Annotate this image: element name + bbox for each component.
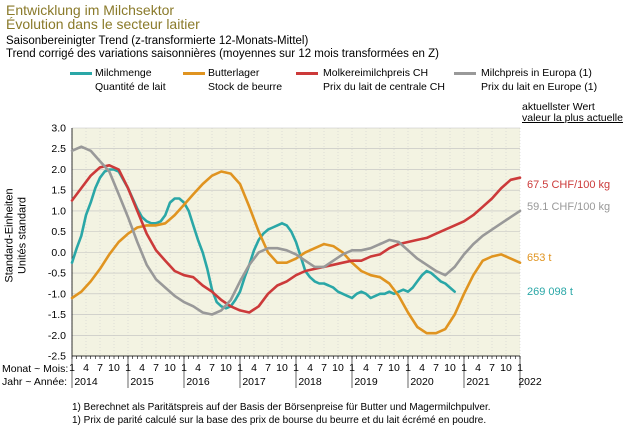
y-tick-label: -2.0: [48, 330, 66, 342]
y-tick-label: 0.0: [51, 247, 66, 259]
legend-swatch-milchpreis-europa: [454, 72, 476, 75]
x-year-tick-label: 2018: [298, 376, 322, 388]
x-year-tick-label: 2021: [466, 376, 490, 388]
x-month-tick-label: 4: [139, 362, 145, 374]
y-tick-label: 1.0: [51, 205, 66, 217]
end-label-butterlager: 653 t: [527, 252, 552, 264]
footnote-fr: 1) Prix de parité calculé sur la base de…: [72, 415, 487, 426]
series-line-milchpreis-in-europa-1: [70, 145, 522, 316]
legend-label-butterlager-fr: Stock de beurre: [208, 81, 283, 93]
y-tick-label: 2.5: [51, 143, 66, 155]
x-month-tick-label: 7: [433, 362, 439, 374]
x-month-tick-label: 10: [444, 362, 456, 374]
legend-label-milchmenge-de: Milchmenge: [95, 67, 152, 79]
y-tick-label: 2.0: [51, 164, 66, 176]
x-month-tick-label: 4: [251, 362, 257, 374]
series-line-butterlager: [70, 170, 522, 335]
x-month-tick-label: 4: [363, 362, 369, 374]
x-month-tick-label: 4: [83, 362, 89, 374]
footnote-de: 1) Berechnet als Paritätspreis auf der B…: [72, 402, 491, 413]
end-label-milchpreis-europa: 59.1 CHF/100 kg: [527, 201, 611, 213]
y-tick-label: -0.5: [48, 268, 66, 280]
x-month-tick-label: 7: [153, 362, 159, 374]
legend-swatch-butterlager: [183, 72, 205, 75]
latest-value-label-de: aktuellster Wert: [522, 101, 595, 113]
x-month-tick-label: 7: [97, 362, 103, 374]
y-tick-label: -1.5: [48, 309, 66, 321]
x-month-tick-label: 4: [419, 362, 425, 374]
legend-label-milchpreis-europa-fr: Prix du lait en Europe (1): [481, 81, 598, 93]
x-month-tick-label: 4: [307, 362, 313, 374]
series-line-molkereimilchpreis-ch: [70, 164, 522, 314]
x-month-tick-label: 10: [164, 362, 176, 374]
end-label-milchmenge: 269 098 t: [527, 286, 573, 298]
y-tick-label: 3.0: [51, 123, 66, 135]
x-month-tick-label: 10: [276, 362, 288, 374]
x-month-tick-label: 4: [195, 362, 201, 374]
legend-label-milchpreis-europa-de: Milchpreis in Europa (1): [481, 67, 592, 79]
x-month-tick-label: 4: [475, 362, 481, 374]
latest-value-label-fr: valeur la plus actuelle: [522, 112, 623, 124]
x-month-tick-label: 7: [377, 362, 383, 374]
legend-label-molkereimilchpreis-de: Molkereimilchpreis CH: [323, 67, 429, 79]
y-tick-label: -1.0: [48, 288, 66, 300]
x-month-tick-label: 7: [209, 362, 215, 374]
x-year-tick-label: 2020: [410, 376, 434, 388]
chart-title-de: Entwicklung im Milchsektor: [6, 2, 175, 18]
x-year-tick-label: 2017: [242, 376, 266, 388]
y-tick-label: 0.5: [51, 226, 66, 238]
x-year-tick-label: 2019: [354, 376, 378, 388]
x-month-tick-label: 7: [265, 362, 271, 374]
x-month-tick-label: 7: [489, 362, 495, 374]
x-month-tick-label: 10: [500, 362, 512, 374]
x-month-tick-label: 10: [332, 362, 344, 374]
x-year-tick-label: 2022: [518, 376, 542, 388]
y-tick-label: -2.5: [48, 351, 66, 363]
y-tick-label: 1.5: [51, 185, 66, 197]
x-month-tick-label: 10: [220, 362, 232, 374]
x-year-tick-label: 2016: [186, 376, 210, 388]
x-axis-month-caption: Monat ~ Mois:: [2, 363, 69, 375]
x-month-tick-label: 10: [388, 362, 400, 374]
chart-subtitle-fr: Trend corrigé des variations saisonnière…: [6, 48, 439, 60]
x-year-tick-label: 2014: [74, 376, 98, 388]
x-axis-year-caption: Jahr ~ Année:: [2, 376, 68, 388]
legend-label-molkereimilchpreis-fr: Prix du lait de centrale CH: [323, 81, 445, 93]
x-year-tick-label: 2015: [130, 376, 154, 388]
legend-label-milchmenge-fr: Quantité de lait: [95, 81, 166, 93]
x-month-tick-label: 10: [108, 362, 120, 374]
legend-label-butterlager-de: Butterlager: [208, 67, 260, 79]
legend-swatch-molkereimilchpreis: [296, 72, 318, 75]
chart-subtitle-de: Saisonbereinigter Trend (z-transformiert…: [6, 35, 309, 47]
end-label-molkereimilchpreis: 67.5 CHF/100 kg: [527, 179, 611, 191]
legend-swatch-milchmenge: [70, 72, 92, 75]
x-month-tick-label: 7: [321, 362, 327, 374]
chart-title-fr: Évolution dans le secteur laitier: [6, 16, 200, 32]
